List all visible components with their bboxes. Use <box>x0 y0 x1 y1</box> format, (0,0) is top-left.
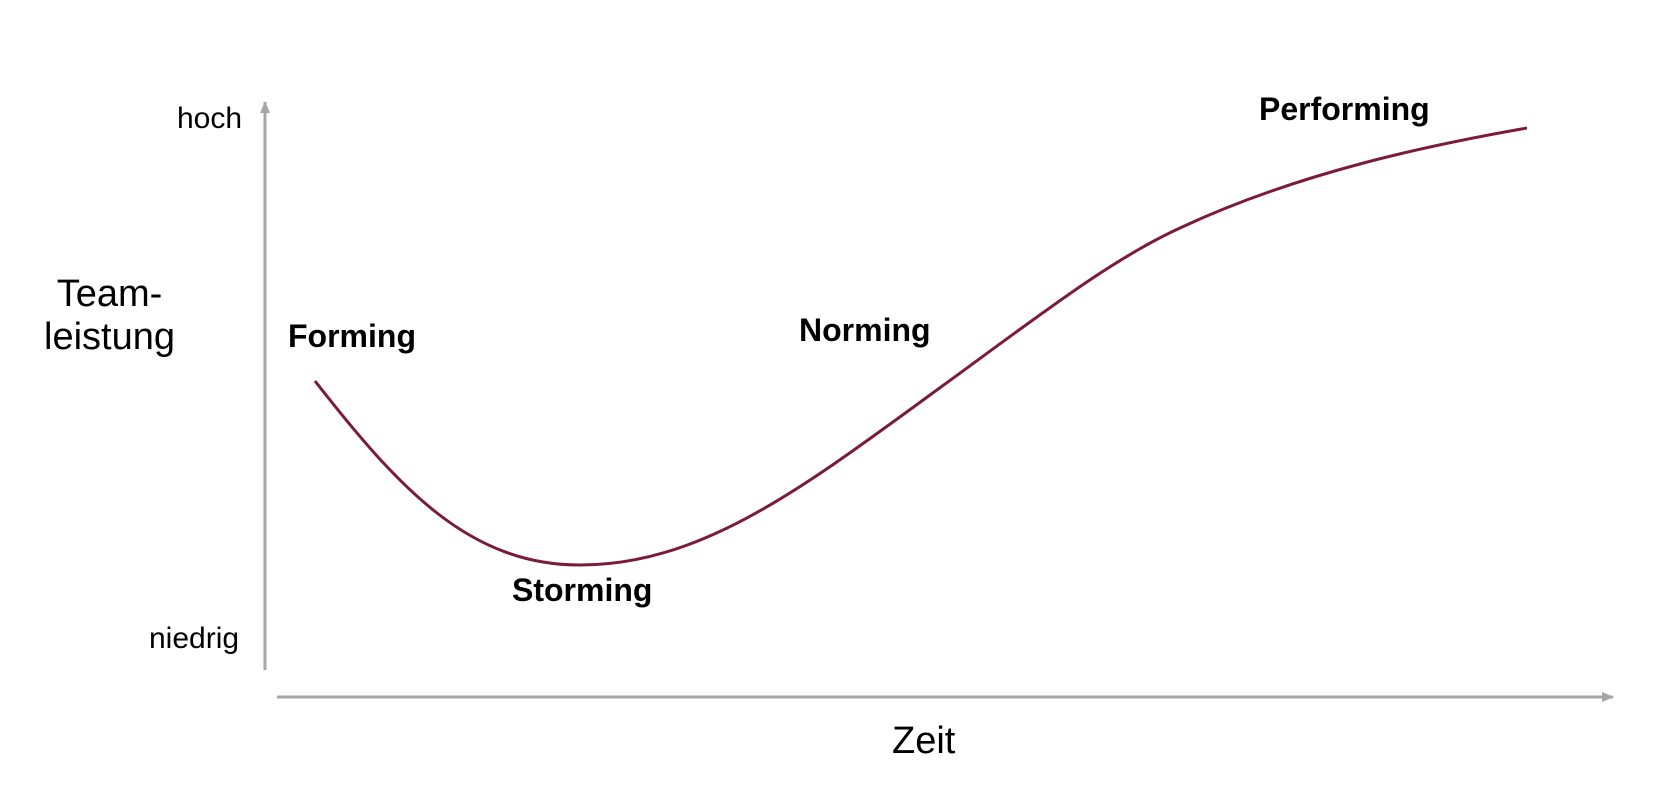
phase-label-storming: Storming <box>512 574 652 606</box>
x-axis-title: Zeit <box>892 722 955 760</box>
phase-label-performing: Performing <box>1259 93 1430 125</box>
y-axis-high-label: hoch <box>177 104 242 134</box>
y-axis-low-label: niedrig <box>149 624 239 654</box>
y-axis-title-line-1: Team- <box>42 273 177 316</box>
phase-label-norming: Norming <box>799 314 931 346</box>
phase-label-forming: Forming <box>288 320 416 352</box>
y-axis-title: Team- leistung <box>42 273 177 359</box>
y-axis-title-line-2: leistung <box>42 316 177 359</box>
